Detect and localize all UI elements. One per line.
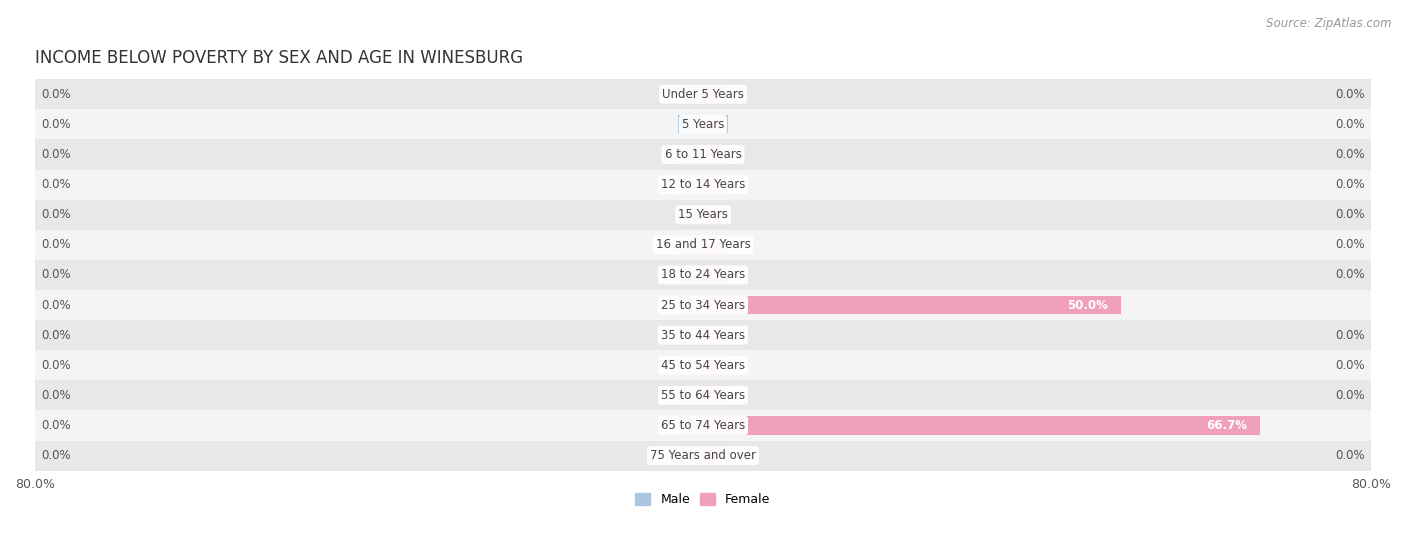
Text: 0.0%: 0.0% <box>41 359 70 372</box>
Text: 0.0%: 0.0% <box>41 268 70 281</box>
Text: 75 Years and over: 75 Years and over <box>650 449 756 462</box>
Bar <box>678 386 703 404</box>
Text: 6 to 11 Years: 6 to 11 Years <box>665 148 741 161</box>
Bar <box>35 410 1371 440</box>
Text: 0.0%: 0.0% <box>41 148 70 161</box>
Text: 0.0%: 0.0% <box>1336 118 1365 131</box>
Bar <box>703 447 728 465</box>
Text: 55 to 64 Years: 55 to 64 Years <box>661 389 745 402</box>
Bar <box>35 139 1371 169</box>
Bar <box>703 176 728 193</box>
Bar <box>678 266 703 284</box>
Text: 45 to 54 Years: 45 to 54 Years <box>661 359 745 372</box>
Bar <box>678 236 703 254</box>
Bar <box>35 380 1371 410</box>
Legend: Male, Female: Male, Female <box>630 489 776 511</box>
Bar <box>35 290 1371 320</box>
Bar <box>678 145 703 164</box>
Bar <box>703 326 728 344</box>
Text: 0.0%: 0.0% <box>1336 88 1365 101</box>
Text: 18 to 24 Years: 18 to 24 Years <box>661 268 745 281</box>
Text: 0.0%: 0.0% <box>1336 178 1365 191</box>
Bar <box>678 296 703 314</box>
Text: 0.0%: 0.0% <box>41 389 70 402</box>
Bar <box>703 386 728 404</box>
Text: 12 to 14 Years: 12 to 14 Years <box>661 178 745 191</box>
Bar <box>35 200 1371 230</box>
Bar <box>35 110 1371 139</box>
Bar <box>35 260 1371 290</box>
Bar <box>703 115 728 134</box>
Bar <box>703 416 1260 434</box>
Bar <box>678 356 703 375</box>
Bar <box>703 296 1121 314</box>
Bar <box>678 447 703 465</box>
Bar <box>35 79 1371 110</box>
Text: 0.0%: 0.0% <box>1336 148 1365 161</box>
Bar <box>35 230 1371 260</box>
Text: 0.0%: 0.0% <box>1336 208 1365 221</box>
Text: Source: ZipAtlas.com: Source: ZipAtlas.com <box>1267 17 1392 30</box>
Bar <box>703 236 728 254</box>
Text: 0.0%: 0.0% <box>41 208 70 221</box>
Text: Under 5 Years: Under 5 Years <box>662 88 744 101</box>
Text: 66.7%: 66.7% <box>1206 419 1247 432</box>
Text: 0.0%: 0.0% <box>1336 268 1365 281</box>
Text: 5 Years: 5 Years <box>682 118 724 131</box>
Bar <box>703 356 728 375</box>
Bar <box>678 176 703 193</box>
Bar <box>678 85 703 103</box>
Bar <box>35 320 1371 350</box>
Text: INCOME BELOW POVERTY BY SEX AND AGE IN WINESBURG: INCOME BELOW POVERTY BY SEX AND AGE IN W… <box>35 49 523 67</box>
Text: 35 to 44 Years: 35 to 44 Years <box>661 329 745 342</box>
Bar <box>678 115 703 134</box>
Text: 0.0%: 0.0% <box>41 88 70 101</box>
Text: 0.0%: 0.0% <box>41 178 70 191</box>
Text: 16 and 17 Years: 16 and 17 Years <box>655 238 751 252</box>
Text: 0.0%: 0.0% <box>41 118 70 131</box>
Bar <box>678 416 703 434</box>
Text: 0.0%: 0.0% <box>41 299 70 311</box>
Text: 0.0%: 0.0% <box>41 329 70 342</box>
Bar <box>703 85 728 103</box>
Text: 0.0%: 0.0% <box>1336 389 1365 402</box>
Text: 65 to 74 Years: 65 to 74 Years <box>661 419 745 432</box>
Bar <box>678 326 703 344</box>
Text: 25 to 34 Years: 25 to 34 Years <box>661 299 745 311</box>
Text: 0.0%: 0.0% <box>1336 329 1365 342</box>
Text: 50.0%: 50.0% <box>1067 299 1108 311</box>
Bar <box>35 350 1371 380</box>
Bar <box>678 206 703 224</box>
Bar <box>35 440 1371 471</box>
Bar <box>703 266 728 284</box>
Bar <box>703 206 728 224</box>
Text: 0.0%: 0.0% <box>41 419 70 432</box>
Text: 0.0%: 0.0% <box>1336 359 1365 372</box>
Text: 15 Years: 15 Years <box>678 208 728 221</box>
Bar <box>703 145 728 164</box>
Bar <box>35 169 1371 200</box>
Text: 0.0%: 0.0% <box>41 238 70 252</box>
Text: 0.0%: 0.0% <box>1336 449 1365 462</box>
Text: 0.0%: 0.0% <box>41 449 70 462</box>
Text: 0.0%: 0.0% <box>1336 238 1365 252</box>
